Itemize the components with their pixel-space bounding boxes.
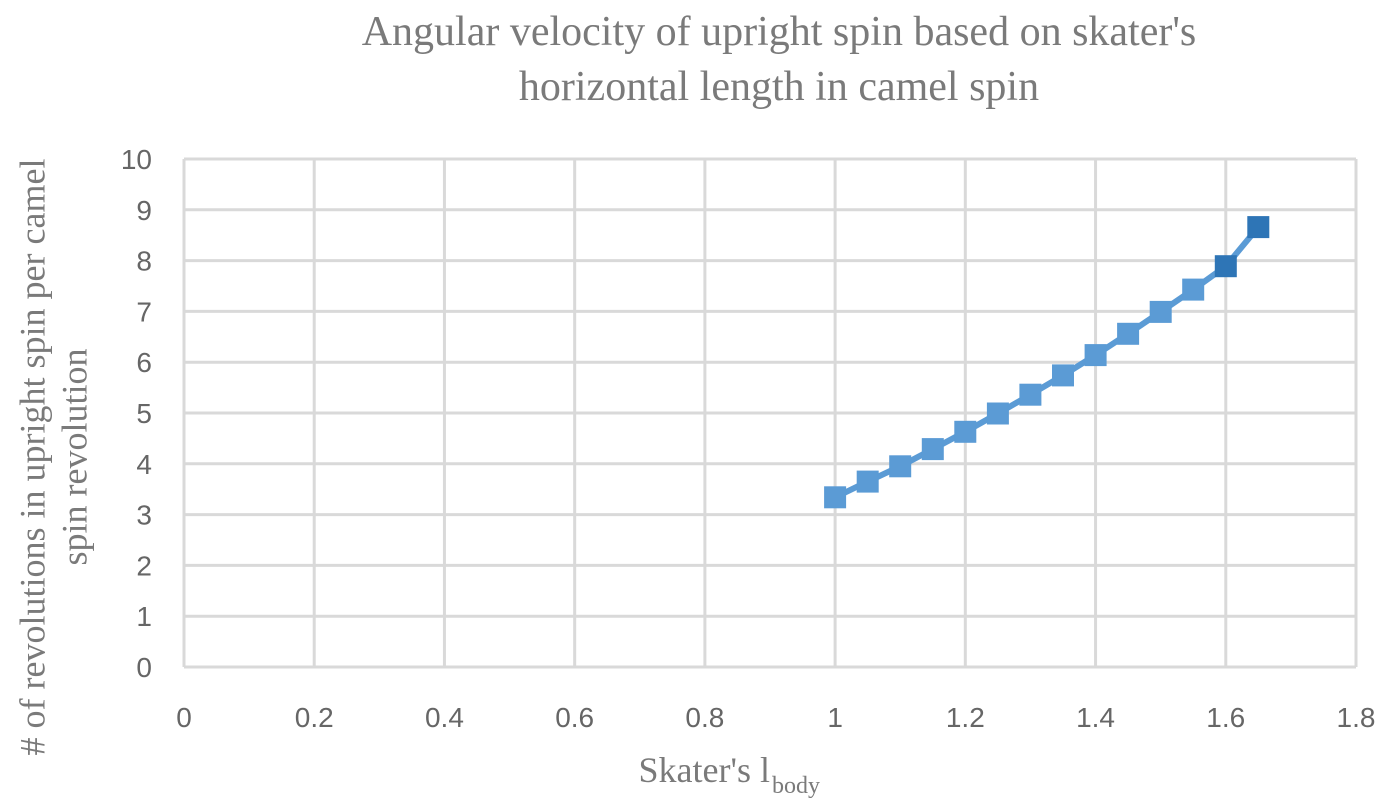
x-tick-label: 1.4: [1076, 702, 1115, 733]
data-point: [1084, 344, 1107, 367]
x-tick-label: 1: [827, 702, 843, 733]
y-tick-label: 6: [136, 347, 152, 378]
y-tick-label: 10: [121, 144, 152, 175]
y-tick-label: 2: [136, 550, 152, 581]
data-point: [1247, 216, 1270, 239]
x-axis-label-main: Skater's l: [639, 750, 770, 790]
y-tick-label: 4: [136, 449, 152, 480]
y-axis-label-line-1: # of revolutions in upright spin per cam…: [12, 159, 52, 756]
x-tick-label: 0: [176, 702, 192, 733]
x-tick-label: 0.2: [295, 702, 334, 733]
x-tick-label: 0.6: [555, 702, 594, 733]
x-tick-label: 1.6: [1206, 702, 1245, 733]
chart-title-line-2: horizontal length in camel spin: [519, 64, 1039, 110]
y-tick-label: 3: [136, 500, 152, 531]
data-point: [889, 455, 912, 478]
x-axis-label-subscript: body: [772, 773, 820, 799]
y-axis-label-line-2: spin revolution: [54, 349, 94, 566]
data-point: [954, 420, 977, 443]
x-tick-label: 1.8: [1337, 702, 1376, 733]
data-point: [1182, 278, 1205, 301]
y-tick-label: 1: [136, 601, 152, 632]
y-tick-label: 0: [136, 652, 152, 683]
data-point: [856, 470, 879, 493]
y-tick-label: 7: [136, 296, 152, 327]
x-axis-label: Skater's l: [639, 750, 770, 790]
y-tick-label: 9: [136, 195, 152, 226]
data-point: [1214, 255, 1237, 278]
data-point: [986, 402, 1009, 425]
data-point: [1149, 300, 1172, 323]
grid: [182, 157, 1358, 669]
y-axis-ticks: 0 1 2 3 4 5 6 7 8 9 10: [121, 144, 152, 683]
y-tick-label: 5: [136, 398, 152, 429]
series: [824, 216, 1270, 509]
data-point: [1052, 364, 1074, 387]
data-point: [1117, 322, 1140, 345]
x-axis-ticks: 0 0.2 0.4 0.6 0.8 1 1.2 1.4 1.6 1.8: [176, 702, 1375, 733]
x-tick-label: 1.2: [946, 702, 985, 733]
x-tick-label: 0.4: [425, 702, 464, 733]
y-tick-label: 8: [136, 246, 152, 277]
data-point: [824, 486, 847, 509]
data-point: [921, 438, 944, 461]
data-point: [1019, 383, 1042, 406]
x-tick-label: 0.8: [685, 702, 724, 733]
chart-title-line-1: Angular velocity of upright spin based o…: [362, 9, 1197, 55]
y-axis-label: # of revolutions in upright spin per cam…: [12, 159, 94, 756]
